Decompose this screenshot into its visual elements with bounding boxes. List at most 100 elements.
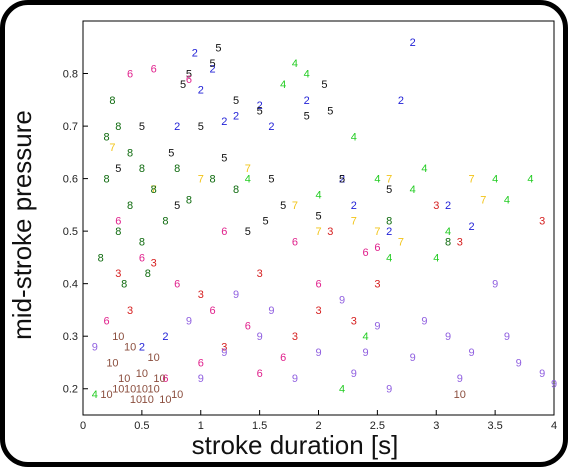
- point-class-10: 10: [106, 357, 118, 369]
- point-class-7: 7: [109, 142, 115, 154]
- point-class-4: 4: [410, 184, 416, 196]
- point-class-10: 10: [100, 389, 112, 401]
- point-class-5: 5: [321, 79, 327, 91]
- point-class-8: 8: [103, 132, 109, 144]
- point-class-7: 7: [292, 200, 298, 212]
- point-class-5: 5: [174, 200, 180, 212]
- point-class-8: 8: [186, 195, 192, 207]
- point-class-7: 7: [398, 237, 404, 249]
- point-class-5: 5: [209, 58, 215, 70]
- point-class-9: 9: [315, 347, 321, 359]
- scatter-plot: 2222222222222222222333333333333334444444…: [7, 20, 563, 460]
- point-class-10: 10: [118, 373, 130, 385]
- point-class-10: 10: [153, 373, 165, 385]
- point-class-2: 2: [268, 121, 274, 133]
- point-class-9: 9: [457, 373, 463, 385]
- point-class-9: 9: [421, 315, 427, 327]
- point-class-5: 5: [386, 184, 392, 196]
- point-class-5: 5: [180, 79, 186, 91]
- point-class-10: 10: [142, 394, 154, 406]
- point-class-10: 10: [454, 389, 466, 401]
- point-class-4: 4: [339, 384, 345, 396]
- point-class-4: 4: [351, 132, 357, 144]
- point-class-9: 9: [198, 373, 204, 385]
- point-class-6: 6: [139, 252, 145, 264]
- point-class-2: 2: [351, 200, 357, 212]
- point-class-5: 5: [262, 216, 268, 228]
- point-class-8: 8: [162, 216, 168, 228]
- y-tick-label: 0.7: [63, 121, 78, 133]
- point-class-10: 10: [124, 384, 136, 396]
- point-class-9: 9: [410, 352, 416, 364]
- point-class-9: 9: [257, 331, 263, 343]
- point-class-5: 5: [245, 226, 251, 238]
- point-class-9: 9: [516, 357, 522, 369]
- point-class-9: 9: [492, 279, 498, 291]
- point-class-10: 10: [159, 394, 171, 406]
- point-class-2: 2: [139, 342, 145, 354]
- point-class-8: 8: [233, 184, 239, 196]
- y-axis-ticks: 0.2 0.3 0.4 0.5 0.6 0.7 0.8: [63, 69, 88, 396]
- point-class-2: 2: [469, 221, 475, 233]
- point-class-2: 2: [209, 63, 215, 75]
- point-class-6: 6: [292, 237, 298, 249]
- point-class-9: 9: [551, 378, 557, 390]
- point-class-5: 5: [168, 147, 174, 159]
- point-class-3: 3: [433, 200, 439, 212]
- point-class-2: 2: [221, 116, 227, 128]
- y-axis-label: mid-stroke pressure: [7, 110, 37, 340]
- point-class-8: 8: [127, 200, 133, 212]
- point-class-10: 10: [148, 352, 160, 364]
- point-class-8: 8: [98, 252, 104, 264]
- point-class-2: 2: [304, 95, 310, 107]
- point-class-8: 8: [445, 237, 451, 249]
- point-class-7: 7: [351, 216, 357, 228]
- point-class-10: 10: [124, 342, 136, 354]
- y-tick-label: 0.4: [63, 279, 78, 291]
- point-class-2: 2: [386, 226, 392, 238]
- point-class-8: 8: [209, 174, 215, 186]
- point-class-9: 9: [292, 373, 298, 385]
- point-class-5: 5: [215, 42, 221, 54]
- point-class-4: 4: [445, 226, 451, 238]
- point-class-2: 2: [339, 174, 345, 186]
- point-class-4: 4: [304, 69, 310, 81]
- point-class-9: 9: [351, 368, 357, 380]
- point-class-8: 8: [109, 95, 115, 107]
- point-class-3: 3: [257, 268, 263, 280]
- point-class-4: 4: [292, 58, 298, 70]
- point-class-4: 4: [374, 174, 380, 186]
- point-class-2: 2: [192, 48, 198, 60]
- point-class-8: 8: [103, 174, 109, 186]
- point-class-8: 8: [386, 216, 392, 228]
- point-class-6: 6: [257, 368, 263, 380]
- point-class-8: 8: [139, 163, 145, 175]
- point-class-2: 2: [257, 100, 263, 112]
- point-class-3: 3: [457, 237, 463, 249]
- point-class-4: 4: [433, 252, 439, 264]
- point-class-3: 3: [151, 258, 157, 270]
- point-class-6: 6: [363, 247, 369, 259]
- y-tick-label: 0.6: [63, 174, 78, 186]
- x-tick-label: 3: [433, 420, 439, 432]
- point-class-7: 7: [198, 174, 204, 186]
- point-class-3: 3: [198, 289, 204, 301]
- point-class-9: 9: [504, 331, 510, 343]
- point-class-6: 6: [374, 242, 380, 254]
- data-marks: 2222222222222222222333333333333334444444…: [92, 37, 563, 406]
- point-class-8: 8: [121, 279, 127, 291]
- point-class-4: 4: [527, 174, 533, 186]
- point-class-5: 5: [186, 69, 192, 81]
- y-tick-label: 0.2: [63, 384, 78, 396]
- point-class-9: 9: [92, 342, 98, 354]
- point-class-4: 4: [315, 189, 321, 201]
- point-class-5: 5: [198, 121, 204, 133]
- point-class-4: 4: [92, 389, 98, 401]
- point-class-9: 9: [233, 289, 239, 301]
- point-class-5: 5: [257, 105, 263, 117]
- point-class-7: 7: [315, 226, 321, 238]
- point-class-9: 9: [386, 384, 392, 396]
- point-class-6: 6: [280, 352, 286, 364]
- point-class-7: 7: [374, 226, 380, 238]
